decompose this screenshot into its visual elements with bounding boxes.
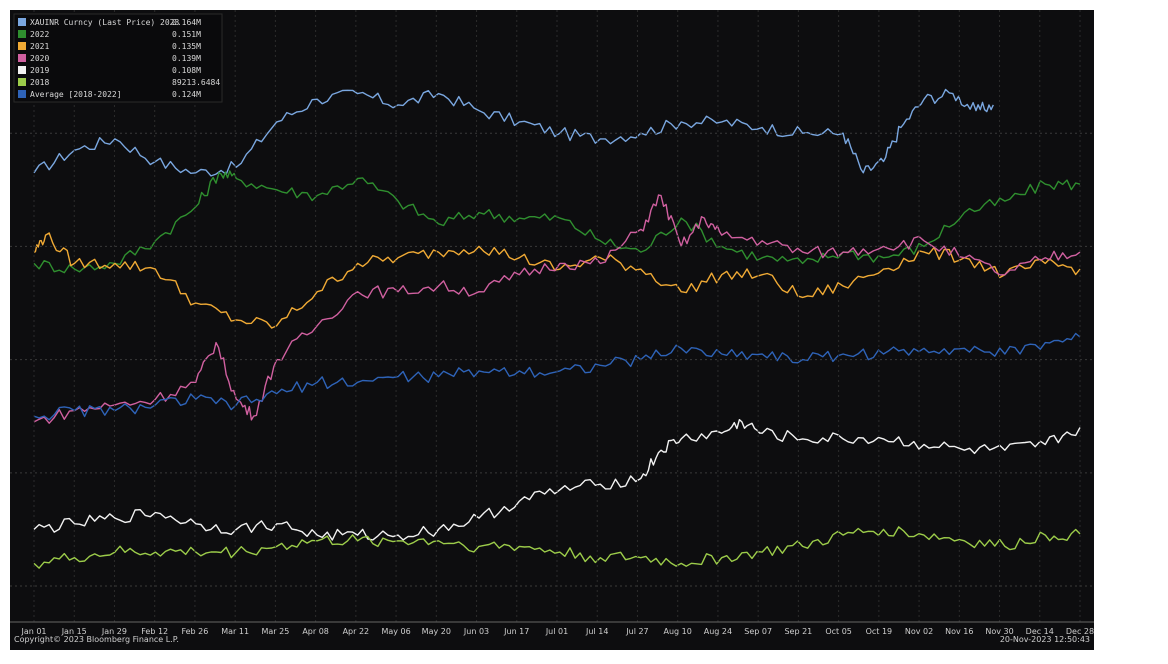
legend-swatch-s2023 (18, 18, 26, 26)
x-tick-label: May 20 (422, 627, 451, 636)
series-line-s2019 (33, 419, 1081, 541)
plot-area (33, 88, 1081, 569)
x-tick-label: Jun 17 (503, 627, 529, 636)
x-tick-label: Feb 26 (181, 627, 208, 636)
x-tick-label: Jul 27 (625, 627, 648, 636)
legend-name-s2018: 2018 (30, 78, 49, 87)
x-tick-label: Oct 05 (825, 627, 852, 636)
series-line-s2018 (33, 526, 1081, 569)
legend-swatch-avg (18, 90, 26, 98)
legend-box (13, 13, 223, 103)
x-tick-label: Nov 16 (945, 627, 973, 636)
legend-name-s2020: 2020 (30, 54, 49, 63)
x-tick-label: Apr 08 (302, 627, 329, 636)
series-line-s2023 (33, 88, 994, 177)
legend-swatch-s2018 (18, 78, 26, 86)
x-tick-label: Sep 07 (744, 627, 772, 636)
legend-swatch-s2022 (18, 30, 26, 38)
legend-swatch-s2019 (18, 66, 26, 74)
x-tick-label: Jan 01 (20, 627, 46, 636)
x-tick-label: Nov 02 (905, 627, 933, 636)
legend-value-avg: 0.124M (172, 90, 201, 99)
legend-value-s2018: 89213.6484 (172, 78, 220, 87)
series-line-s2021 (33, 232, 1081, 329)
chart-background (10, 10, 1094, 650)
x-tick-label: Feb 12 (141, 627, 168, 636)
x-tick-label: Dec 28 (1066, 627, 1094, 636)
x-tick-label: May 06 (381, 627, 410, 636)
x-tick-label: Aug 24 (704, 627, 732, 636)
x-tick-label: Nov 30 (985, 627, 1013, 636)
copyright-text: Copyright© 2023 Bloomberg Finance L.P. (14, 635, 179, 644)
x-tick-label: Dec 14 (1026, 627, 1054, 636)
legend-name-avg: Average [2018-2022] (30, 90, 122, 99)
x-tick-label: Mar 25 (261, 627, 289, 636)
legend-value-s2020: 0.139M (172, 54, 201, 63)
x-tick-label: Mar 11 (221, 627, 249, 636)
x-tick-label: Oct 19 (866, 627, 893, 636)
x-tick-label: Sep 21 (784, 627, 812, 636)
legend-value-s2021: 0.135M (172, 42, 201, 51)
legend-name-s2019: 2019 (30, 66, 49, 75)
legend-name-s2021: 2021 (30, 42, 49, 51)
x-tick-label: Jan 29 (101, 627, 127, 636)
x-tick-label: Jan 15 (61, 627, 87, 636)
legend-value-s2019: 0.108M (172, 66, 201, 75)
x-tick-label: Aug 10 (664, 627, 692, 636)
x-tick-label: Apr 22 (343, 627, 370, 636)
legend-swatch-s2021 (18, 42, 26, 50)
legend-value-s2023: 0.164M (172, 18, 201, 27)
legend-value-s2022: 0.151M (172, 30, 201, 39)
legend-name-s2023: XAUINR Curncy (Last Price) 2023 (30, 18, 179, 27)
x-tick-label: Jul 01 (545, 627, 568, 636)
x-tick-label: Jul 14 (585, 627, 608, 636)
series-line-s2022 (33, 170, 1081, 274)
timestamp-text: 20-Nov-2023 12:50:43 (1000, 635, 1090, 644)
x-tick-label: Jun 03 (463, 627, 489, 636)
series-line-avg (33, 332, 1081, 421)
legend-swatch-s2020 (18, 54, 26, 62)
legend-name-s2022: 2022 (30, 30, 49, 39)
series-line-s2020 (33, 194, 1081, 424)
